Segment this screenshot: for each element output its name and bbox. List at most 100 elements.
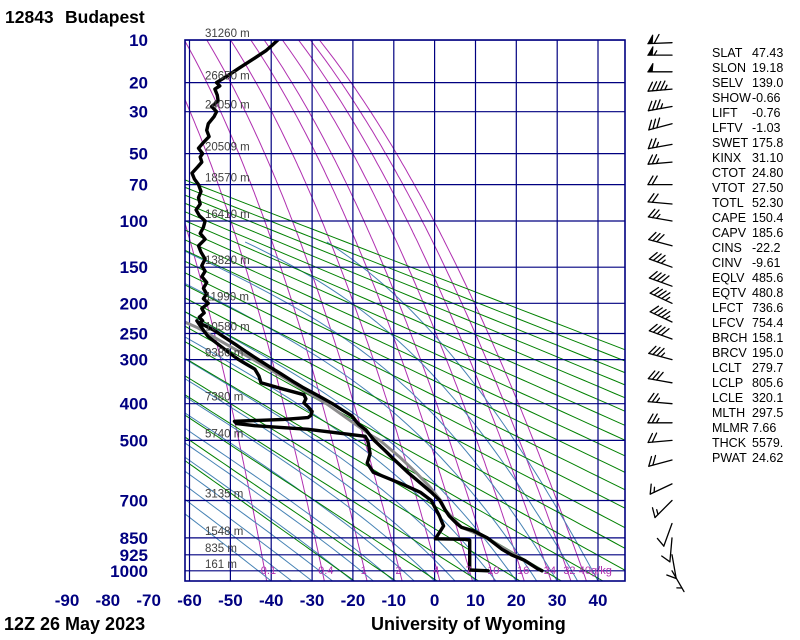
height-label: 16410 m <box>205 209 250 221</box>
pressure-tick-label: 150 <box>120 258 148 277</box>
dry-adiabat-line <box>185 211 625 399</box>
temp-tick-label: -20 <box>341 591 366 610</box>
pressure-tick-label: 10 <box>129 31 148 50</box>
station-name: Budapest <box>65 7 145 27</box>
wind-barb <box>648 323 673 340</box>
mixing-ratio-label: 2 <box>396 565 402 577</box>
footer-source: University of Wyoming <box>371 614 566 634</box>
wind-barb <box>651 499 673 519</box>
wind-barb <box>666 554 677 580</box>
wind-barb <box>647 80 673 92</box>
dry-adiabat-line <box>185 229 625 426</box>
dry-adiabat-line <box>185 179 625 351</box>
stat-row: SLAT 47.43 <box>712 46 783 60</box>
dry-adiabat-line <box>185 260 625 473</box>
stat-label: CTOT <box>712 166 746 180</box>
stat-value: 150.4 <box>752 211 783 225</box>
pressure-tick-label: 850 <box>120 529 148 548</box>
stat-label: LIFT <box>712 106 738 120</box>
stat-row: CAPV 185.6 <box>712 226 783 240</box>
dry-adiabat-line <box>185 249 625 457</box>
stat-row: SLON 19.18 <box>712 61 783 75</box>
wind-barb <box>671 570 685 593</box>
stat-row: KINX 31.10 <box>712 151 783 165</box>
stat-label: LCLP <box>712 376 743 390</box>
moist-adiabat-line <box>185 456 354 581</box>
wind-barb <box>648 251 673 268</box>
stat-row: PWAT 24.62 <box>712 451 783 465</box>
height-label: 161 m <box>205 559 237 571</box>
stat-value: 31.10 <box>752 151 783 165</box>
stat-value: 736.6 <box>752 301 783 315</box>
stat-label: EQTV <box>712 286 747 300</box>
moist-adiabat-line <box>185 311 517 581</box>
stat-value: 7.66 <box>752 421 776 435</box>
stat-row: EQTV 480.8 <box>712 286 783 300</box>
wind-barb <box>647 33 673 45</box>
stat-label: LCLE <box>712 391 743 405</box>
moist-adiabat-line <box>185 498 293 581</box>
temp-tick-label: -10 <box>381 591 406 610</box>
stat-value: 805.6 <box>752 376 783 390</box>
stat-value: -1.03 <box>752 121 781 135</box>
height-label: 11990 m <box>205 291 249 303</box>
dry-adiabat-line <box>185 325 625 571</box>
wind-barb <box>656 522 673 547</box>
temp-tick-label: 40 <box>589 591 608 610</box>
stat-value: 185.6 <box>752 226 783 240</box>
stat-value: -0.76 <box>752 106 781 120</box>
temp-tick-label: -40 <box>259 591 284 610</box>
stat-label: SLON <box>712 61 746 75</box>
stat-label: PWAT <box>712 451 747 465</box>
stat-label: LCLT <box>712 361 742 375</box>
mixing-ratio-line <box>298 40 552 581</box>
stat-row: BRCH 158.1 <box>712 331 783 345</box>
height-label: 835 m <box>205 543 237 555</box>
stat-value: 279.7 <box>752 361 783 375</box>
stat-label: KINX <box>712 151 742 165</box>
stat-value: -9.61 <box>752 256 781 270</box>
dry-adiabat-line <box>185 394 480 581</box>
station-id: 12843 <box>5 7 54 27</box>
height-label: 31260 m <box>205 28 250 40</box>
stat-value: 480.8 <box>752 286 783 300</box>
stat-row: LCLE 320.1 <box>712 391 783 405</box>
stat-value: 5579. <box>752 436 783 450</box>
stat-row: VTOT 27.50 <box>712 181 783 195</box>
wind-barb <box>648 270 673 287</box>
height-label: 9380 m <box>205 348 243 360</box>
stat-row: CINV -9.61 <box>712 256 781 270</box>
temp-tick-label: -60 <box>177 591 202 610</box>
wind-barb <box>649 286 673 304</box>
stat-row: SELV 139.0 <box>712 76 783 90</box>
dry-adiabat-line <box>185 220 625 412</box>
stat-row: LFCV 754.4 <box>712 316 783 330</box>
stat-value: 195.0 <box>752 346 783 360</box>
stat-label: SLAT <box>712 46 743 60</box>
wind-barb <box>648 231 673 247</box>
wind-barb-column <box>647 33 685 593</box>
moist-adiabat-line <box>185 427 395 581</box>
moist-adiabat-line <box>185 470 333 581</box>
stat-row: MLMR 7.66 <box>712 421 776 435</box>
wind-barb <box>647 413 673 424</box>
temp-tick-label: 10 <box>466 591 485 610</box>
stat-row: THCK 5579. <box>712 436 783 450</box>
dry-adiabat-line <box>185 297 625 529</box>
stat-row: LCLP 805.6 <box>712 376 783 390</box>
stat-label: THCK <box>712 436 747 450</box>
mixing-ratio-label: 40g/kg <box>579 565 612 577</box>
dry-adiabat-line <box>185 460 355 581</box>
stat-value: 297.5 <box>752 406 783 420</box>
pressure-tick-label: 925 <box>120 546 148 565</box>
wind-barb <box>647 193 673 205</box>
stat-value: 47.43 <box>752 46 783 60</box>
temp-tick-label: -90 <box>55 591 80 610</box>
pressure-tick-label: 250 <box>120 324 148 343</box>
moist-adiabat-line <box>245 241 579 581</box>
stat-row: MLTH 297.5 <box>712 406 783 420</box>
stat-value: 175.8 <box>752 136 783 150</box>
stat-row: CAPE 150.4 <box>712 211 783 225</box>
